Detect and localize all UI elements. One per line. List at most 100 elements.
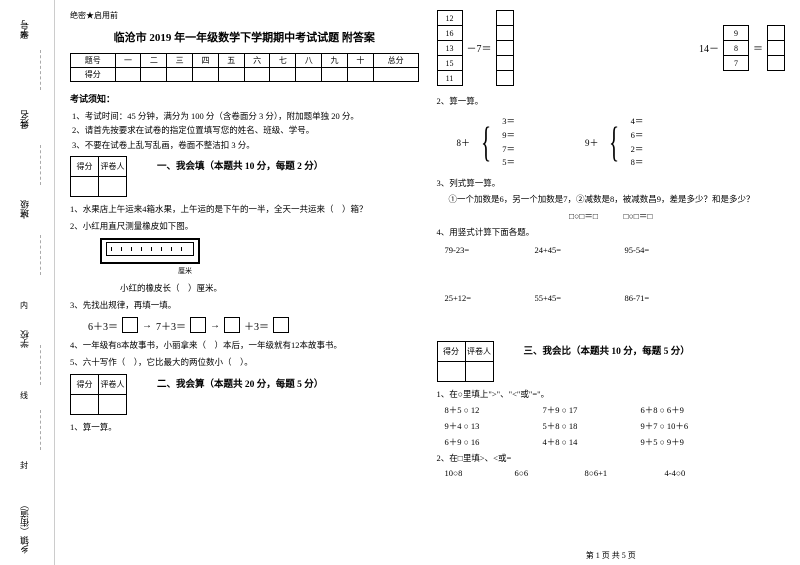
answer-cell[interactable] (767, 25, 785, 41)
blank-cell[interactable] (141, 68, 167, 82)
q2-4: 4、用竖式计算下面各题。 (437, 225, 786, 239)
section-2-title: 二、我会算（本题共 20 分，每题 5 分） (157, 376, 323, 390)
gutter-dash (40, 50, 41, 90)
calc-item: 2＝ (631, 143, 644, 157)
vcalc-row: 79-23= 24+45= 95-54= (445, 245, 786, 255)
cmp: 10○8 (445, 468, 495, 478)
answer-cell[interactable] (496, 40, 514, 56)
notice-head: 考试须知： (70, 92, 419, 105)
score-table: 题号 一 二 三 四 五 六 七 八 九 十 总分 得分 (70, 53, 419, 82)
scorebox-label: 得分 (71, 374, 99, 394)
num-cell: 15 (437, 55, 463, 71)
cmp: 6＋9 ○ 16 (445, 436, 523, 448)
cell: 二 (141, 54, 167, 68)
prefix: 9＋ (585, 136, 599, 149)
score-header-row: 题号 一 二 三 四 五 六 七 八 九 十 总分 (71, 54, 419, 68)
workspace (437, 307, 786, 337)
ruler-tick (181, 247, 182, 251)
scorebox-label: 评卷人 (99, 157, 127, 177)
vcalc-item: 55+45= (535, 293, 595, 303)
q1-5: 5、六十写作（ ），它比最大的两位数小（ ）。 (70, 355, 419, 369)
q1-1: 1、水果店上午运来4箱水果，上午运的是下午的一半，全天一共运来（ ）箱？ (70, 202, 419, 216)
cell: 题号 (71, 54, 116, 68)
q2-3: 3、列式算一算。 (437, 176, 786, 190)
blank-cell[interactable] (115, 68, 141, 82)
blank-cell[interactable] (218, 68, 244, 82)
answer-cell[interactable] (496, 25, 514, 41)
eq-text: 7＋3＝ (156, 318, 186, 333)
gutter-label-town: 乡镇（街道） (18, 500, 31, 554)
blank-cell[interactable] (296, 68, 322, 82)
input-column: 9 8 7 (723, 25, 749, 70)
gutter-dot: 答 (20, 120, 28, 131)
content-area: 绝密★启用前 临沧市 2019 年一年级数学下学期期中考试试题 附答案 题号 一… (55, 0, 800, 565)
answer-cell[interactable] (767, 55, 785, 71)
calc-item: 7＝ (502, 143, 515, 157)
section-1-title: 一、我会填（本题共 10 分，每题 2 分） (157, 158, 323, 172)
blank-cell[interactable] (71, 394, 99, 414)
gutter-dot: 题 (20, 30, 28, 41)
blank-cell[interactable] (322, 68, 348, 82)
gutter-dash (40, 410, 41, 450)
cmp: 6＋8 ○ 6＋9 (641, 404, 719, 416)
blank-cell[interactable] (99, 394, 127, 414)
cell: 一 (115, 54, 141, 68)
answer-box[interactable] (190, 317, 206, 333)
cell: 八 (296, 54, 322, 68)
answer-cell[interactable] (496, 10, 514, 26)
blank-cell[interactable] (347, 68, 373, 82)
num-cell: 16 (437, 25, 463, 41)
binding-gutter: 学号 题 姓名 答 班级 不 内 学校 线 封 乡镇（街道） (0, 0, 55, 565)
cell: 五 (218, 54, 244, 68)
answer-cell[interactable] (496, 70, 514, 86)
q1-3: 3、先找出规律，再填一填。 (70, 298, 419, 312)
gutter-dash (40, 235, 41, 275)
q1-2b: 小红的橡皮长（ ）厘米。 (120, 281, 419, 295)
cmp: 8＋5 ○ 12 (445, 404, 523, 416)
answer-box[interactable] (224, 317, 240, 333)
section-2-header: 得分评卷人 二、我会算（本题共 20 分，每题 5 分） (70, 370, 419, 419)
compare-row: 8＋5 ○ 12 7＋9 ○ 17 6＋8 ○ 6＋9 (445, 404, 786, 416)
cell: 四 (193, 54, 219, 68)
gutter-dot: 封 (20, 460, 28, 471)
scorebox: 得分评卷人 (437, 341, 494, 382)
cmp: 9＋5 ○ 9＋9 (641, 436, 719, 448)
gutter-dot: 不 (20, 210, 28, 221)
secret-label: 绝密★启用前 (70, 10, 419, 21)
vcalc-row: 25+12= 55+45= 86-71= (445, 293, 786, 303)
scorebox-label: 评卷人 (99, 374, 127, 394)
blank-cell[interactable] (99, 177, 127, 197)
blank-cell[interactable] (270, 68, 296, 82)
ruler-tick (111, 247, 112, 251)
notice-item: 1、考试时间：45 分钟，满分为 100 分（含卷面分 3 分），附加题单独 2… (72, 109, 419, 123)
answer-cell[interactable] (767, 40, 785, 56)
blank-cell[interactable] (167, 68, 193, 82)
calc-item: 5＝ (502, 156, 515, 170)
operator: ＝ (753, 40, 763, 55)
compare-row: 9＋4 ○ 13 5＋8 ○ 18 9＋7 ○ 10＋6 (445, 420, 786, 432)
blank-cell[interactable] (465, 361, 493, 381)
vcalc-item: 25+12= (445, 293, 505, 303)
q2-3-box: □○□＝□ □○□＝□ (437, 209, 786, 223)
blank-cell[interactable] (193, 68, 219, 82)
num-cell: 11 (437, 70, 463, 86)
section-1-header: 得分评卷人 一、我会填（本题共 10 分，每题 2 分） (70, 152, 419, 201)
num-cell: 7 (723, 55, 749, 71)
eq-text: ＋3＝ (244, 318, 269, 333)
calc-item: 8＝ (631, 156, 644, 170)
ruler-tick (161, 247, 162, 251)
q2-1: 1、算一算。 (70, 420, 419, 434)
vcalc-item: 24+45= (535, 245, 595, 255)
blank-cell[interactable] (437, 361, 465, 381)
eq-text: 6＋3＝ (88, 318, 118, 333)
cell: 六 (244, 54, 270, 68)
cmp: 7＋9 ○ 17 (543, 404, 621, 416)
ruler-unit: 厘米 (178, 266, 192, 276)
blank-cell[interactable] (244, 68, 270, 82)
answer-cell[interactable] (496, 55, 514, 71)
blank-cell[interactable] (71, 177, 99, 197)
blank-cell[interactable] (373, 68, 418, 82)
answer-box[interactable] (273, 317, 289, 333)
cmp: 8○6+1 (585, 468, 645, 478)
answer-box[interactable] (122, 317, 138, 333)
